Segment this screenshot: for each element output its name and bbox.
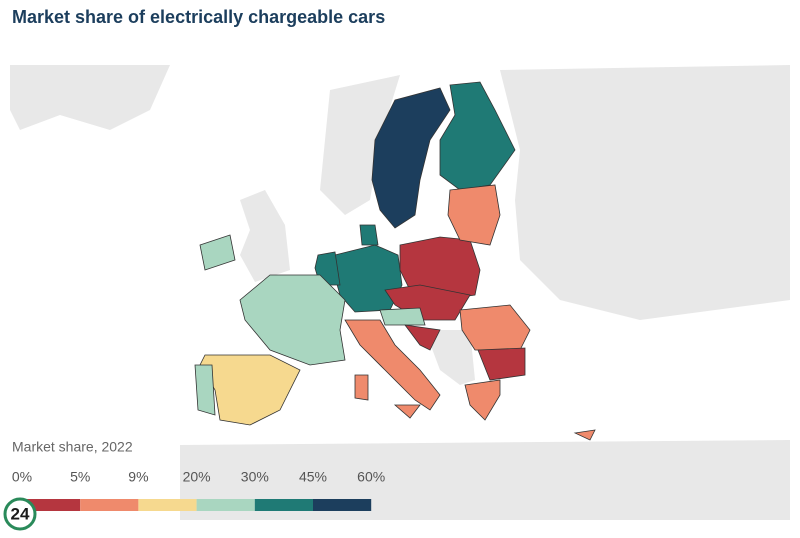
legend-tick-label: 45%	[299, 469, 327, 485]
country	[464, 379, 501, 421]
country	[447, 184, 501, 246]
legend-swatch	[313, 499, 372, 511]
legend-title: Market share, 2022	[12, 439, 133, 455]
country	[354, 374, 369, 401]
legend-tick-label: 30%	[241, 469, 269, 485]
country	[199, 234, 236, 271]
chart-title: Market share of electrically chargeable …	[12, 7, 385, 27]
watermark: 24	[11, 504, 30, 523]
country	[359, 224, 379, 246]
countries	[194, 81, 596, 441]
country	[439, 81, 516, 191]
country	[573, 429, 596, 441]
country	[399, 236, 481, 301]
watermark-badge	[3, 497, 37, 531]
legend-swatch	[138, 499, 197, 511]
country	[404, 324, 441, 351]
country	[344, 319, 441, 411]
country	[379, 307, 426, 326]
legend-tick-label: 5%	[70, 469, 90, 485]
legend-swatch	[22, 499, 81, 511]
legend-swatch	[254, 499, 313, 511]
country	[194, 364, 216, 416]
country	[477, 347, 526, 381]
legend: 0% 5% 9% 20% 30% 45% 60%	[12, 469, 385, 511]
country	[371, 87, 451, 229]
country	[393, 404, 421, 419]
country	[239, 274, 346, 366]
country	[459, 304, 531, 351]
legend-tick-label: 9%	[128, 469, 148, 485]
legend-tick-label: 60%	[357, 469, 385, 485]
legend-tick-label: 0%	[12, 469, 32, 485]
legend-tick-label: 20%	[183, 469, 211, 485]
legend-swatch	[196, 499, 255, 511]
legend-swatch	[80, 499, 139, 511]
